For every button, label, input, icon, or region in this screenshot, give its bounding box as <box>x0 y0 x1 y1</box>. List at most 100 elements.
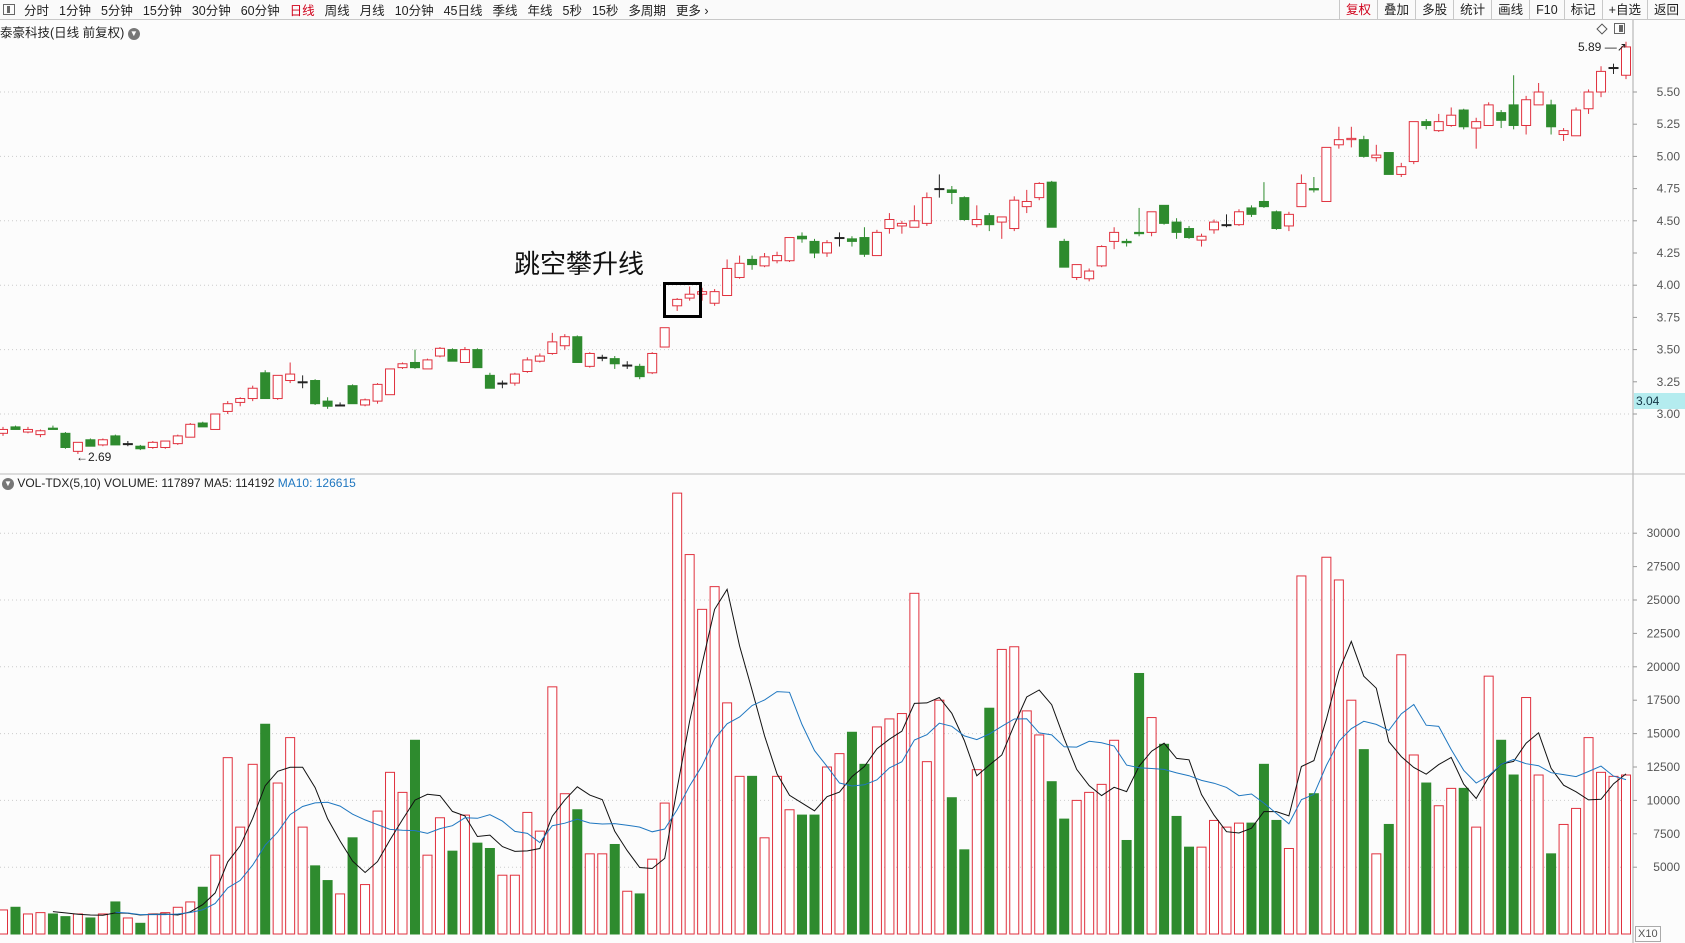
tool-button[interactable]: 标记 <box>1563 0 1602 20</box>
period-tab[interactable]: 年线 <box>527 4 553 18</box>
volume-bar <box>1246 822 1257 935</box>
period-tab[interactable]: 日线 <box>289 4 315 18</box>
panel-toggle-icon[interactable] <box>1614 23 1625 34</box>
volume-bar <box>634 893 645 935</box>
volume-bar <box>709 586 720 935</box>
volume-bar <box>397 791 408 935</box>
volume-bar <box>122 917 133 935</box>
tool-button[interactable]: 复权 <box>1339 0 1377 20</box>
candle-body <box>1508 104 1519 126</box>
period-tab[interactable]: 10分钟 <box>394 4 434 18</box>
period-toolbar: 分时 1分钟 5分钟 15分钟 30分钟 60分钟 日线 周线 月线 10分钟 45日线 季线 年线 5秒… <box>0 0 1685 20</box>
period-tab[interactable]: 15秒 <box>591 4 619 18</box>
volume-bar <box>1233 822 1244 935</box>
volume-bar <box>846 731 857 935</box>
volume-bar <box>884 718 895 935</box>
volume-bar <box>1258 763 1269 935</box>
volume-bar <box>809 814 820 935</box>
period-tab[interactable]: 月线 <box>359 4 385 18</box>
tool-button[interactable]: 画线 <box>1491 0 1529 20</box>
tool-button[interactable]: 统计 <box>1453 0 1491 20</box>
candle-body <box>422 359 433 370</box>
candle-body <box>609 358 620 365</box>
volume-bar <box>1296 575 1307 935</box>
volume-bar <box>35 912 46 935</box>
annotation-text: 跳空攀升线 <box>514 250 645 280</box>
price-tick-label: 3.75 <box>1657 310 1681 324</box>
candle-body <box>1346 137 1357 141</box>
period-tab[interactable]: 60分钟 <box>240 4 280 18</box>
volume-bar <box>1471 826 1482 935</box>
period-tab[interactable]: 5秒 <box>562 4 582 18</box>
volume-bar <box>85 917 96 935</box>
candle-body <box>1546 104 1557 128</box>
volume-bar <box>1308 793 1319 935</box>
candle-body <box>160 440 171 448</box>
volume-bar <box>1558 823 1569 935</box>
chevron-down-icon[interactable]: ▼ <box>2 477 14 490</box>
volume-bar <box>260 723 271 935</box>
candle-body <box>821 242 832 254</box>
candle-body <box>85 439 96 447</box>
candle-body <box>247 387 258 400</box>
volume-bar <box>1383 823 1394 935</box>
tool-button[interactable]: 返回 <box>1646 0 1685 20</box>
tool-button[interactable]: 叠加 <box>1377 0 1415 20</box>
candle-body <box>372 383 383 402</box>
candle-body <box>397 363 408 369</box>
period-tab[interactable]: 周线 <box>324 4 350 18</box>
candle-body <box>672 298 683 307</box>
period-tab[interactable]: 30分钟 <box>191 4 231 18</box>
candle-body <box>1421 121 1432 126</box>
candle-body <box>1134 231 1145 235</box>
period-tab[interactable]: 多周期 <box>628 4 666 18</box>
volume-bar <box>422 854 433 935</box>
candle-body <box>1209 221 1220 231</box>
volume-bar <box>10 906 21 935</box>
volume-bar <box>871 726 882 935</box>
volume-bar <box>347 837 358 935</box>
volume-tick-label: 5000 <box>1653 860 1680 874</box>
tool-button[interactable]: 多股 <box>1415 0 1453 20</box>
volume-bar <box>1109 739 1120 935</box>
period-tab[interactable]: 45日线 <box>443 4 483 18</box>
volume-bar <box>959 849 970 935</box>
volume-bar <box>1583 737 1594 935</box>
volume-bar <box>497 874 508 935</box>
volume-bar <box>572 809 583 935</box>
volume-bar <box>60 916 71 935</box>
volume-bar <box>1059 818 1070 935</box>
candle-body <box>884 219 895 230</box>
candle-body <box>472 349 483 369</box>
volume-bar <box>484 847 495 935</box>
candle-body <box>1084 270 1095 280</box>
candle-body <box>484 374 495 389</box>
candle-body <box>260 372 271 400</box>
volume-bar <box>1621 774 1631 935</box>
volume-bar <box>1134 672 1145 935</box>
price-tick-label: 5.50 <box>1657 85 1681 99</box>
panel-toggle-icon[interactable] <box>3 4 15 15</box>
period-tab[interactable]: 15分钟 <box>142 4 182 18</box>
tool-button[interactable]: F10 <box>1529 0 1564 20</box>
volume-bar <box>1546 853 1557 935</box>
period-tab[interactable]: 分时 <box>24 4 50 18</box>
volume-bar <box>722 702 733 935</box>
candle-body <box>697 291 708 295</box>
volume-bar <box>47 913 58 935</box>
period-tab[interactable]: 季线 <box>492 4 518 18</box>
candle-body <box>1221 224 1232 227</box>
candle-body <box>72 441 83 452</box>
volume-bar <box>821 766 832 935</box>
period-tab[interactable]: 5分钟 <box>100 4 133 18</box>
candle-body <box>971 219 982 226</box>
candle-body <box>709 291 720 304</box>
period-tab[interactable]: 1分钟 <box>59 4 91 18</box>
volume-bar <box>247 763 258 935</box>
tool-button[interactable]: +自选 <box>1601 0 1647 20</box>
chevron-down-icon[interactable]: ▼ <box>127 27 140 40</box>
volume-bar <box>322 880 333 935</box>
period-tab[interactable]: 更多 › <box>675 4 709 18</box>
volume-bar <box>1121 839 1132 935</box>
candle-body <box>1483 104 1494 126</box>
